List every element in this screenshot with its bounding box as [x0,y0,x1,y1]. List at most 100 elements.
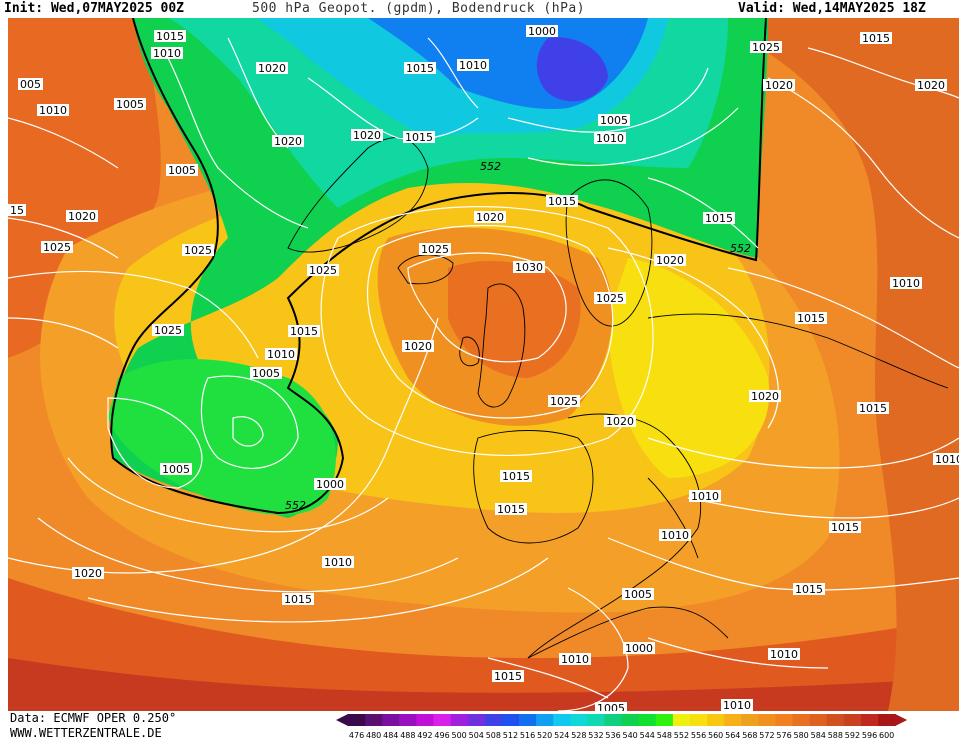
svg-text:1010: 1010 [459,59,487,72]
svg-text:1010: 1010 [39,104,67,117]
header-bar: Init: Wed,07MAY2025 00Z 500 hPa Geopot. … [0,0,959,18]
isobar-label: 1015 [403,131,435,144]
scale-tick-label: 560 [708,731,723,740]
svg-text:1010: 1010 [935,453,959,466]
isobar-label: 1015 [495,503,527,516]
isobar-label-layer: 1015 1010 1020 1015 1010 1000 1025 1015 005 1010 1… [8,25,959,711]
svg-text:1025: 1025 [184,244,212,257]
isobar-label: 1020 [915,79,947,92]
scale-swatch [724,714,742,726]
scale-tick-label: 552 [674,731,689,740]
isobar-label: 1015 [500,470,532,483]
svg-text:1015: 1015 [797,312,825,325]
isobar-label: 1020 [474,211,506,224]
contour-552-label: 552 [480,160,501,173]
svg-text:1015: 1015 [497,503,525,516]
isobar-label: 1025 [152,324,184,337]
scale-tick-label: 580 [794,731,809,740]
isobar-label: 1010 [689,490,721,503]
isobar-label: 005 [18,78,43,91]
scale-swatch [399,714,417,726]
scale-swatch [758,714,776,726]
isobar-label: 1010 [151,47,183,60]
svg-text:1020: 1020 [917,79,945,92]
svg-text:1025: 1025 [596,292,624,305]
atlantic-low-green [108,359,336,515]
scale-arrow-right [895,714,908,726]
weather-map: 1015 1010 1020 1015 1010 1000 1025 1015 005 1010 1… [8,18,959,711]
scale-tick-label: 568 [742,731,757,740]
isobar-label: 1010 [768,648,800,661]
svg-text:1025: 1025 [154,324,182,337]
isobar-label: 1020 [72,567,104,580]
svg-text:1010: 1010 [153,47,181,60]
svg-text:1015: 1015 [284,593,312,606]
isobar-label: 1010 [659,529,691,542]
svg-text:1020: 1020 [353,129,381,142]
scale-tick-label: 528 [571,731,586,740]
scale-swatch [826,714,845,726]
isobar-label: 1010 [559,653,591,666]
scale-swatch [809,714,828,726]
scale-tick-label: 492 [417,731,432,740]
scale-swatch [638,714,657,726]
svg-text:1020: 1020 [74,567,102,580]
scale-swatch [775,714,794,726]
isobar-label: 1020 [654,254,686,267]
scale-swatch [501,714,520,726]
isobar-label: 1020 [351,129,383,142]
isobar-label: 1005 [622,588,654,601]
isobar-label: 1005 [598,114,630,127]
scale-swatch [878,714,896,726]
scale-tick-label: 540 [623,731,638,740]
isobar-label: 1020 [749,390,781,403]
svg-text:005: 005 [20,78,41,91]
scale-tick-label: 564 [725,731,740,740]
scale-tick-label: 576 [776,731,791,740]
isobar-label: 1010 [890,277,922,290]
svg-text:1005: 1005 [116,98,144,111]
scale-swatch [365,714,383,726]
isobar-label: 1015 [703,212,735,225]
svg-text:1010: 1010 [596,132,624,145]
scale-swatch [348,714,366,726]
scale-tick-label: 480 [366,731,381,740]
scale-tick-label: 584 [811,731,826,740]
svg-text:1015: 1015 [406,62,434,75]
isobar-label: 1015 [795,312,827,325]
isobar-label: 1015 [404,62,436,75]
svg-text:1005: 1005 [624,588,652,601]
svg-text:1025: 1025 [550,395,578,408]
isobar-label: 1000 [314,478,346,491]
svg-text:1020: 1020 [765,79,793,92]
scale-swatch [861,714,879,726]
isobar-label: 1020 [763,79,795,92]
svg-text:1020: 1020 [68,210,96,223]
isobar-label: 1005 [114,98,146,111]
isobar-label: 1000 [623,642,655,655]
svg-text:1015: 1015 [156,30,184,43]
scale-swatch [587,714,605,726]
scale-swatch [741,714,759,726]
svg-text:1020: 1020 [751,390,779,403]
scale-tick-label: 556 [691,731,706,740]
scale-swatch [792,714,811,726]
svg-text:1005: 1005 [168,164,196,177]
svg-text:1005: 1005 [252,367,280,380]
isobar-label: 1020 [66,210,98,223]
svg-text:1000: 1000 [528,25,556,38]
svg-text:15: 15 [10,204,24,217]
scale-swatch [690,714,708,726]
scale-tick-label: 572 [759,731,774,740]
chart-title: 500 hPa Geopot. (gpdm), Bodendruck (hPa) [252,1,586,16]
scale-tick-label: 504 [469,731,484,740]
scale-swatch [655,714,674,726]
contour-552-label: 552 [730,242,751,255]
isobar-label: 1010 [933,453,959,466]
isobar-label: 1005 [166,164,198,177]
isobar-label: 1005 [160,463,192,476]
svg-text:1015: 1015 [548,195,576,208]
svg-text:1000: 1000 [316,478,344,491]
scale-tick-label: 536 [605,731,620,740]
ridge-core-inner [448,260,581,378]
